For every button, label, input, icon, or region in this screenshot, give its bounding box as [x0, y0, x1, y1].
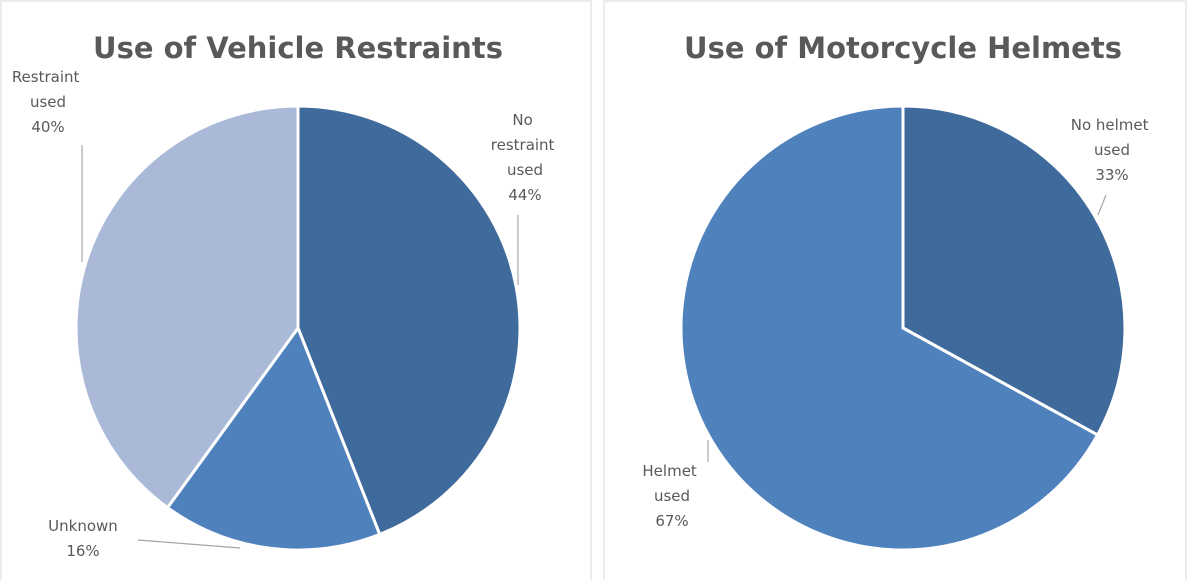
category-label: Helmet used — [642, 462, 701, 505]
panel — [603, 0, 1187, 580]
data-label: 40% — [31, 118, 64, 136]
panel — [0, 0, 592, 580]
chart-title: Use of Vehicle Restraints — [93, 31, 503, 65]
data-label: 67% — [655, 512, 688, 530]
pie-slice — [901, 104, 1127, 437]
leader-line — [137, 539, 241, 549]
category-label: No helmet used — [1071, 116, 1154, 159]
pie-slice — [679, 104, 1100, 552]
category-label: Unknown — [48, 517, 118, 535]
pie-slice — [165, 324, 382, 552]
data-label: 16% — [66, 542, 99, 560]
leader-line — [1097, 194, 1107, 216]
data-label: 33% — [1095, 166, 1128, 184]
chart-title: Use of Motorcycle Helmets — [684, 31, 1122, 65]
category-label: No restraint used — [491, 111, 559, 179]
pie-slice — [74, 104, 300, 510]
data-label: 44% — [508, 186, 541, 204]
pie-slice — [296, 104, 522, 537]
category-label: Restraint used — [12, 68, 84, 111]
